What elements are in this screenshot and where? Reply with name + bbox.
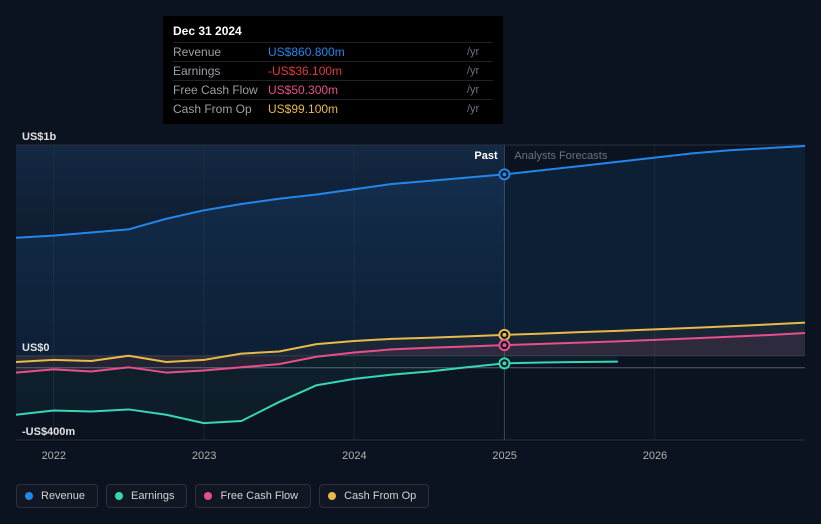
tooltip-row: Cash From OpUS$99.100m/yr: [173, 100, 493, 119]
tooltip-row: Earnings-US$36.100m/yr: [173, 62, 493, 81]
legend-swatch: [204, 492, 212, 500]
x-axis-label: 2023: [192, 450, 216, 462]
tooltip-unit: /yr: [463, 62, 493, 81]
legend-item[interactable]: Revenue: [16, 484, 98, 508]
tooltip-row: Free Cash FlowUS$50.300m/yr: [173, 81, 493, 100]
x-axis-label: 2025: [492, 450, 516, 462]
legend-swatch: [115, 492, 123, 500]
tooltip-metric: Cash From Op: [173, 100, 268, 119]
legend-item[interactable]: Free Cash Flow: [195, 484, 311, 508]
tooltip-metric: Earnings: [173, 62, 268, 81]
tooltip-unit: /yr: [463, 81, 493, 100]
y-axis-label: US$1b: [22, 131, 56, 143]
tooltip-unit: /yr: [463, 43, 493, 62]
tooltip-value: US$99.100m: [268, 100, 463, 119]
tooltip-unit: /yr: [463, 100, 493, 119]
legend-label: Earnings: [131, 490, 174, 502]
y-axis-label: US$0: [22, 342, 50, 354]
legend-item[interactable]: Cash From Op: [319, 484, 429, 508]
legend-item[interactable]: Earnings: [106, 484, 187, 508]
legend-label: Free Cash Flow: [220, 490, 298, 502]
x-axis-label: 2022: [42, 450, 66, 462]
legend-label: Revenue: [41, 490, 85, 502]
tooltip-value: US$50.300m: [268, 81, 463, 100]
x-axis-label: 2026: [643, 450, 667, 462]
chart-legend: Revenue Earnings Free Cash Flow Cash From O…: [16, 484, 429, 508]
legend-label: Cash From Op: [344, 490, 416, 502]
chart-tooltip: Dec 31 2024 RevenueUS$860.800m/yrEarning…: [163, 16, 503, 124]
tooltip-value: US$860.800m: [268, 43, 463, 62]
legend-swatch: [25, 492, 33, 500]
x-axis-label: 2024: [342, 450, 366, 462]
tooltip-metric: Revenue: [173, 43, 268, 62]
past-label: Past: [474, 150, 497, 162]
tooltip-date: Dec 31 2024: [173, 24, 493, 42]
tooltip-value: -US$36.100m: [268, 62, 463, 81]
tooltip-row: RevenueUS$860.800m/yr: [173, 43, 493, 62]
y-axis-label: -US$400m: [22, 426, 75, 438]
tooltip-table: RevenueUS$860.800m/yrEarnings-US$36.100m…: [173, 42, 493, 118]
forecast-label: Analysts Forecasts: [514, 150, 607, 162]
legend-swatch: [328, 492, 336, 500]
tooltip-metric: Free Cash Flow: [173, 81, 268, 100]
